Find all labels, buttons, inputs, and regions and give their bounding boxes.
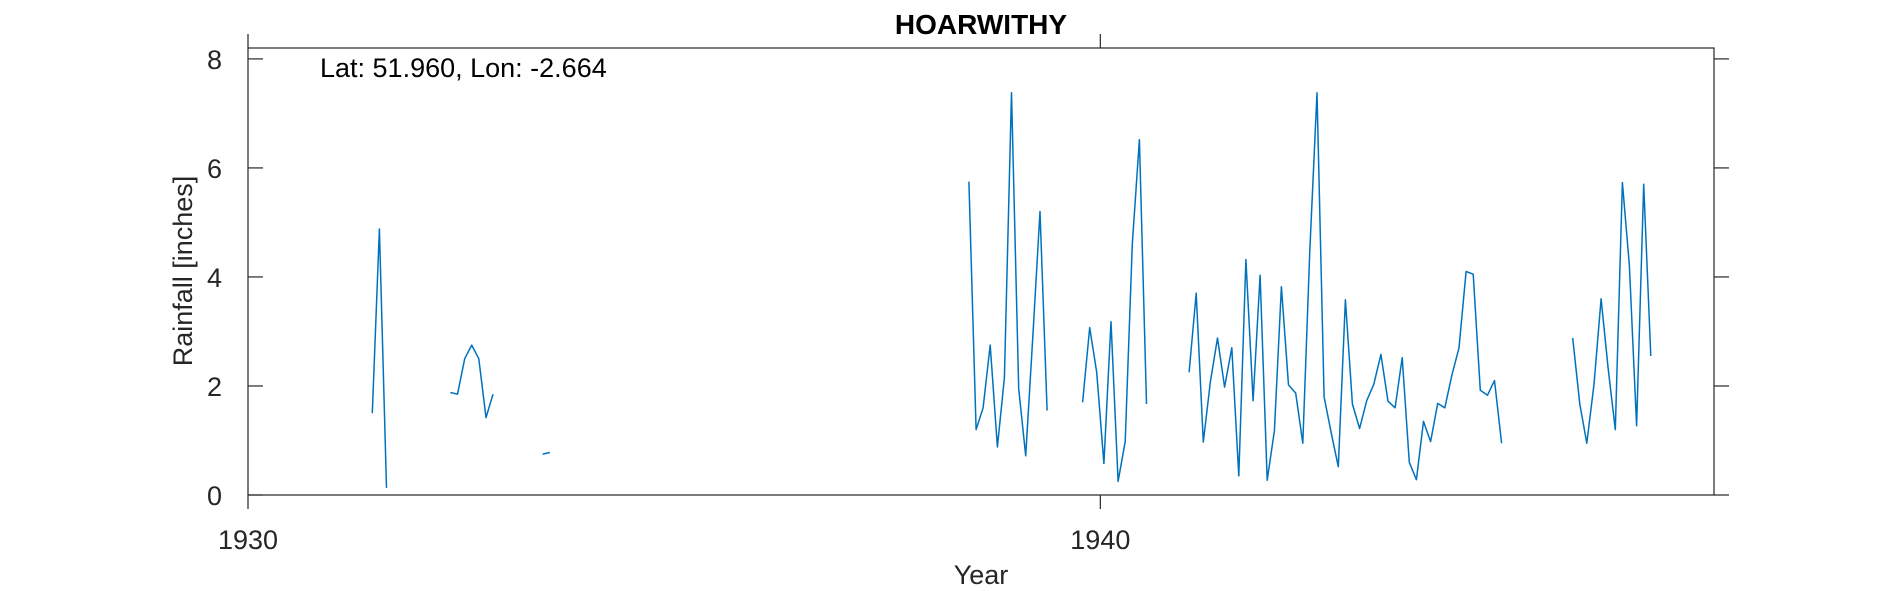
plot-area [247,47,1715,496]
series-line-segment [968,91,1048,457]
y-tick-label: 8 [207,45,222,75]
series-line-segment [1188,91,1503,482]
y-tick-label: 4 [207,263,222,293]
axis-ticks: 0 2 4 6 8 1930 1940 [207,34,1729,555]
series-line-segment [371,228,388,488]
y-axis-label: Rainfall [inches] [168,176,198,367]
series-group [371,91,1652,488]
x-tick-label: 1930 [218,525,278,555]
y-tick-label: 6 [207,154,222,184]
y-tick-label: 0 [207,481,222,511]
y-tick-label: 2 [207,372,222,402]
series-line-segment [450,344,494,419]
chart-title: HOARWITHY [895,9,1067,40]
x-axis-label: Year [954,560,1009,590]
x-tick-label: 1940 [1070,525,1130,555]
series-line-segment [542,451,551,455]
series-line-segment [1081,138,1148,483]
series-line-segment [1571,181,1652,444]
location-annotation: Lat: 51.960, Lon: -2.664 [320,53,607,83]
